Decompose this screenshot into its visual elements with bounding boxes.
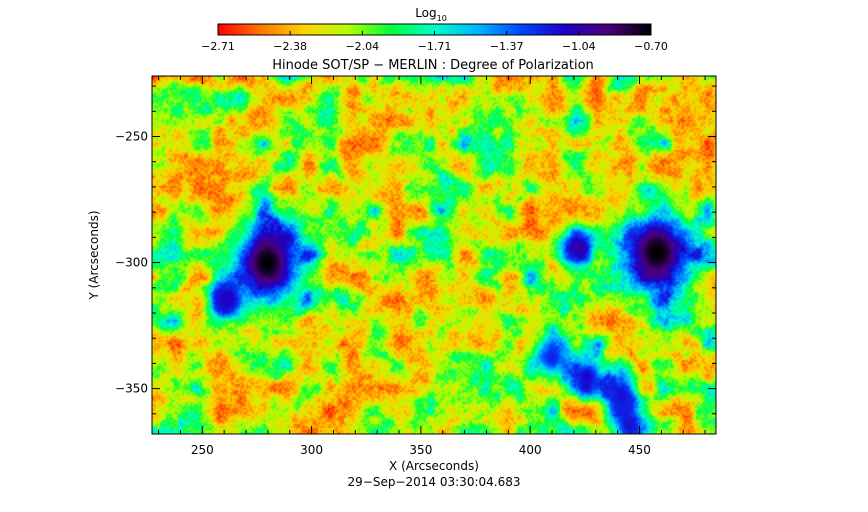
x-tick-label: 250 [191, 443, 214, 457]
y-tick-label: −250 [115, 130, 148, 144]
timestamp: 29−Sep−2014 03:30:04.683 [348, 475, 521, 489]
colorbar-tick-label: −2.71 [201, 40, 235, 53]
colorbar-tick-label: −1.71 [418, 40, 452, 53]
y-axis-label: Y (Arcseconds) [87, 210, 101, 300]
colorbar-tick-label: −1.04 [562, 40, 596, 53]
plot-area: 250 300 350 400 450 −250 −300 −350 [115, 75, 717, 457]
colorbar-tick-label: −0.70 [634, 40, 668, 53]
colorbar-tick-label: −1.37 [490, 40, 524, 53]
colorbar-tick-label: −2.38 [273, 40, 307, 53]
x-axis: 250 300 350 400 450 [158, 76, 706, 457]
y-tick-label: −300 [115, 256, 148, 270]
chart-title: Hinode SOT/SP − MERLIN : Degree of Polar… [272, 58, 594, 73]
colorbar-tick-label: −2.04 [345, 40, 379, 53]
plot-frame [151, 75, 717, 435]
colorbar-label: Log10 [415, 6, 447, 23]
heatmap-image [152, 76, 716, 434]
colorbar-ticks: −2.71 −2.38 −2.04 −1.71 −1.37 −1.04 −0.70 [201, 31, 668, 53]
x-tick-label: 450 [628, 443, 651, 457]
x-tick-label: 350 [409, 443, 432, 457]
y-axis: −250 −300 −350 [115, 85, 716, 415]
colorbar: Log10 −2.71 −2.38 −2.04 −1.71 −1.37 −1.04 −0.7… [201, 6, 668, 53]
x-tick-label: 300 [300, 443, 323, 457]
x-tick-label: 400 [519, 443, 542, 457]
x-axis-label: X (Arcseconds) [389, 459, 479, 473]
y-tick-label: −350 [115, 382, 148, 396]
